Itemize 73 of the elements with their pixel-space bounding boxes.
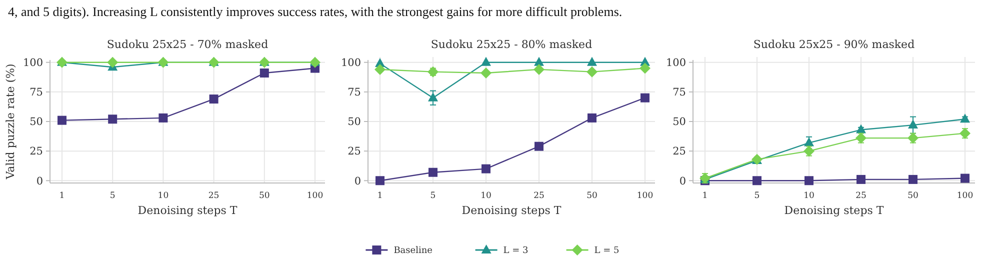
chart-title: Sudoku 25x25 - 70% masked bbox=[106, 38, 268, 51]
point bbox=[534, 142, 544, 151]
point bbox=[752, 176, 762, 186]
point bbox=[481, 56, 491, 66]
y-tick-label: 100 bbox=[666, 57, 686, 70]
y-tick-label: 75 bbox=[672, 86, 686, 99]
point bbox=[588, 113, 596, 122]
x-tick-label: 25 bbox=[208, 191, 220, 201]
legend-label: Baseline bbox=[394, 246, 433, 256]
point bbox=[640, 62, 650, 74]
text: 4, and 5 digits). Increasing L consistently improves success rates, with the strongest gains for more difficult problems. bbox=[8, 4, 622, 19]
point bbox=[640, 93, 650, 102]
point bbox=[480, 68, 492, 79]
x-tick-label: 10 bbox=[158, 191, 169, 201]
y-tick-label: 0 bbox=[679, 175, 686, 188]
y-tick-label: 0 bbox=[354, 175, 361, 188]
point bbox=[209, 94, 218, 104]
y-tick-label: 25 bbox=[348, 146, 361, 158]
point bbox=[804, 176, 814, 186]
point bbox=[856, 124, 866, 134]
x-tick-label: 50 bbox=[258, 191, 270, 201]
y-tick-label: 50 bbox=[30, 116, 43, 128]
point bbox=[908, 120, 918, 129]
point bbox=[587, 56, 597, 66]
x-tick-label: 10 bbox=[480, 191, 492, 201]
chart-title: Sudoku 25x25 - 80% masked bbox=[430, 38, 592, 51]
x-tick-label: 5 bbox=[430, 191, 436, 201]
chart-title: Sudoku 25x25 - 90% masked bbox=[753, 38, 915, 51]
point bbox=[376, 176, 384, 186]
y-axis-title: Valid puzzle rate (%) bbox=[4, 64, 17, 180]
x-tick-label: 10 bbox=[804, 191, 814, 201]
y-tick-label: 0 bbox=[36, 175, 43, 188]
x-tick-label: 1 bbox=[377, 191, 383, 201]
x-tick-label: 25 bbox=[534, 191, 544, 201]
x-tick-label: 100 bbox=[306, 191, 324, 201]
point bbox=[428, 168, 438, 177]
point bbox=[428, 92, 438, 102]
x-tick-label: 100 bbox=[956, 191, 974, 201]
y-tick-label: 50 bbox=[672, 116, 686, 128]
y-tick-label: 25 bbox=[30, 146, 43, 158]
point bbox=[908, 174, 918, 184]
point bbox=[960, 114, 970, 123]
x-axis-title: Denoising steps T bbox=[138, 204, 238, 217]
point bbox=[158, 113, 168, 122]
x-tick-label: 5 bbox=[110, 191, 116, 201]
x-tick-label: 5 bbox=[754, 191, 760, 201]
point bbox=[108, 114, 118, 124]
point bbox=[482, 164, 490, 174]
x-axis-title: Denoising steps T bbox=[784, 204, 884, 217]
x-tick-label: 50 bbox=[586, 191, 598, 201]
x-axis-title: Denoising steps T bbox=[462, 204, 562, 217]
x-tick-label: 25 bbox=[856, 191, 866, 201]
x-tick-label: 50 bbox=[908, 191, 918, 201]
point bbox=[586, 66, 598, 78]
point bbox=[960, 174, 970, 183]
legend-label: L = 5 bbox=[594, 246, 620, 256]
y-tick-label: 50 bbox=[348, 116, 361, 128]
point bbox=[856, 174, 866, 184]
x-tick-label: 1 bbox=[59, 191, 65, 201]
y-tick-label: 75 bbox=[30, 86, 43, 99]
point bbox=[804, 137, 814, 146]
point bbox=[260, 68, 269, 78]
y-tick-label: 100 bbox=[340, 57, 361, 70]
x-tick-label: 1 bbox=[702, 191, 708, 201]
point bbox=[374, 64, 386, 75]
y-tick-label: 75 bbox=[348, 86, 361, 99]
x-tick-label: 100 bbox=[636, 191, 654, 201]
legend-label: L = 3 bbox=[503, 246, 529, 256]
y-tick-label: 100 bbox=[22, 57, 43, 70]
point bbox=[58, 116, 66, 125]
point bbox=[534, 64, 544, 75]
point bbox=[107, 56, 118, 68]
y-tick-label: 25 bbox=[672, 146, 686, 158]
